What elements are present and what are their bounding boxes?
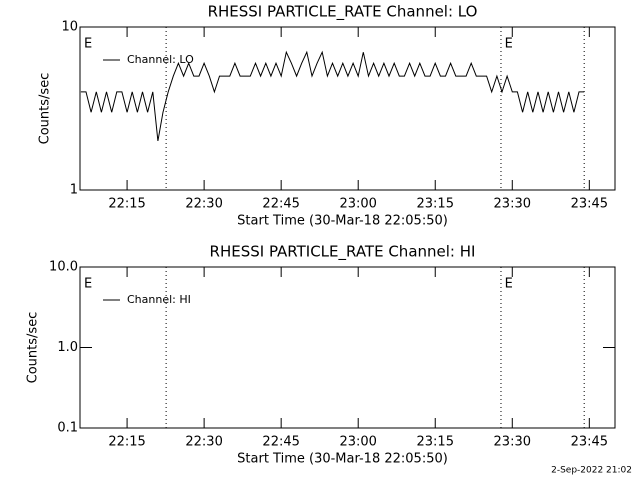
x-tick-label: 23:45: [571, 435, 608, 450]
y-tick-label: 1: [70, 183, 78, 198]
chart-title: RHESSI PARTICLE_RATE Channel: HI: [210, 243, 476, 262]
x-tick-label: 23:30: [494, 197, 531, 212]
chart-title: RHESSI PARTICLE_RATE Channel: LO: [208, 3, 478, 22]
x-tick-label: 23:00: [339, 435, 376, 450]
x-tick-label: 23:00: [339, 197, 376, 212]
y-tick-label: 10: [61, 20, 78, 35]
x-tick-label: 22:15: [108, 197, 145, 212]
y-tick-label: 10.0: [49, 260, 78, 275]
legend-label: Channel: HI: [127, 293, 191, 306]
event-label: E: [505, 37, 513, 52]
y-axis-title: Counts/sec: [38, 73, 53, 145]
x-axis-title: Start Time (30-Mar-18 22:05:50): [237, 214, 448, 229]
event-label: E: [84, 277, 92, 292]
plot-frame: [79, 26, 616, 191]
event-label: E: [505, 277, 513, 292]
legend-label: Channel: LO: [127, 53, 194, 66]
x-tick-label: 22:45: [262, 435, 299, 450]
data-line: [80, 50, 585, 141]
footer: 2-Sep-2022 21:02: [551, 466, 632, 476]
y-tick-label: 1.0: [57, 340, 78, 355]
x-axis-title: Start Time (30-Mar-18 22:05:50): [237, 452, 448, 467]
x-tick-label: 23:45: [571, 197, 608, 212]
x-tick-label: 22:30: [185, 197, 222, 212]
x-tick-label: 22:30: [185, 435, 222, 450]
x-tick-label: 22:15: [108, 435, 145, 450]
x-tick-label: 22:45: [262, 197, 299, 212]
x-tick-label: 23:30: [494, 435, 531, 450]
x-tick-label: 23:15: [417, 435, 454, 450]
event-label: E: [84, 37, 92, 52]
y-axis-title: Counts/sec: [26, 312, 41, 384]
x-tick-label: 23:15: [417, 197, 454, 212]
y-tick-label: 0.1: [57, 421, 78, 436]
